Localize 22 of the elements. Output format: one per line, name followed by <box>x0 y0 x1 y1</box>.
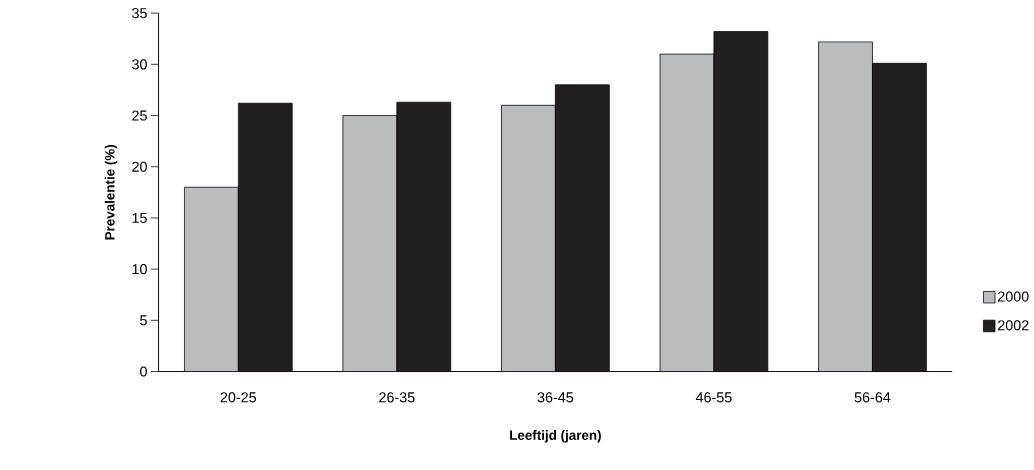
bar <box>238 103 293 372</box>
legend-label: 2000 <box>997 291 1029 302</box>
bar <box>713 31 768 372</box>
bar <box>555 84 610 372</box>
y-tick-label: 35 <box>132 8 147 19</box>
legend-label: 2002 <box>997 320 1029 331</box>
y-axis-title: Prevalentie (%) <box>104 145 118 240</box>
x-tick-label: 36-45 <box>537 392 574 403</box>
bar <box>396 102 451 372</box>
x-axis-title: Leeftijd (jaren) <box>510 430 601 443</box>
x-tick-label: 26-35 <box>379 392 415 403</box>
y-tick-label: 25 <box>132 110 147 121</box>
y-tick-label: 5 <box>140 315 147 326</box>
y-tick-label: 20 <box>132 161 147 172</box>
x-tick-label: 46-55 <box>695 392 732 403</box>
x-tick-label: 56-64 <box>854 392 891 403</box>
x-tick-label: 20-25 <box>220 392 257 403</box>
bar <box>872 63 927 372</box>
y-tick-label: 15 <box>132 213 147 224</box>
y-tick-label: 10 <box>132 264 147 275</box>
y-tick-label: 0 <box>140 366 147 377</box>
y-tick-label: 30 <box>132 59 147 70</box>
